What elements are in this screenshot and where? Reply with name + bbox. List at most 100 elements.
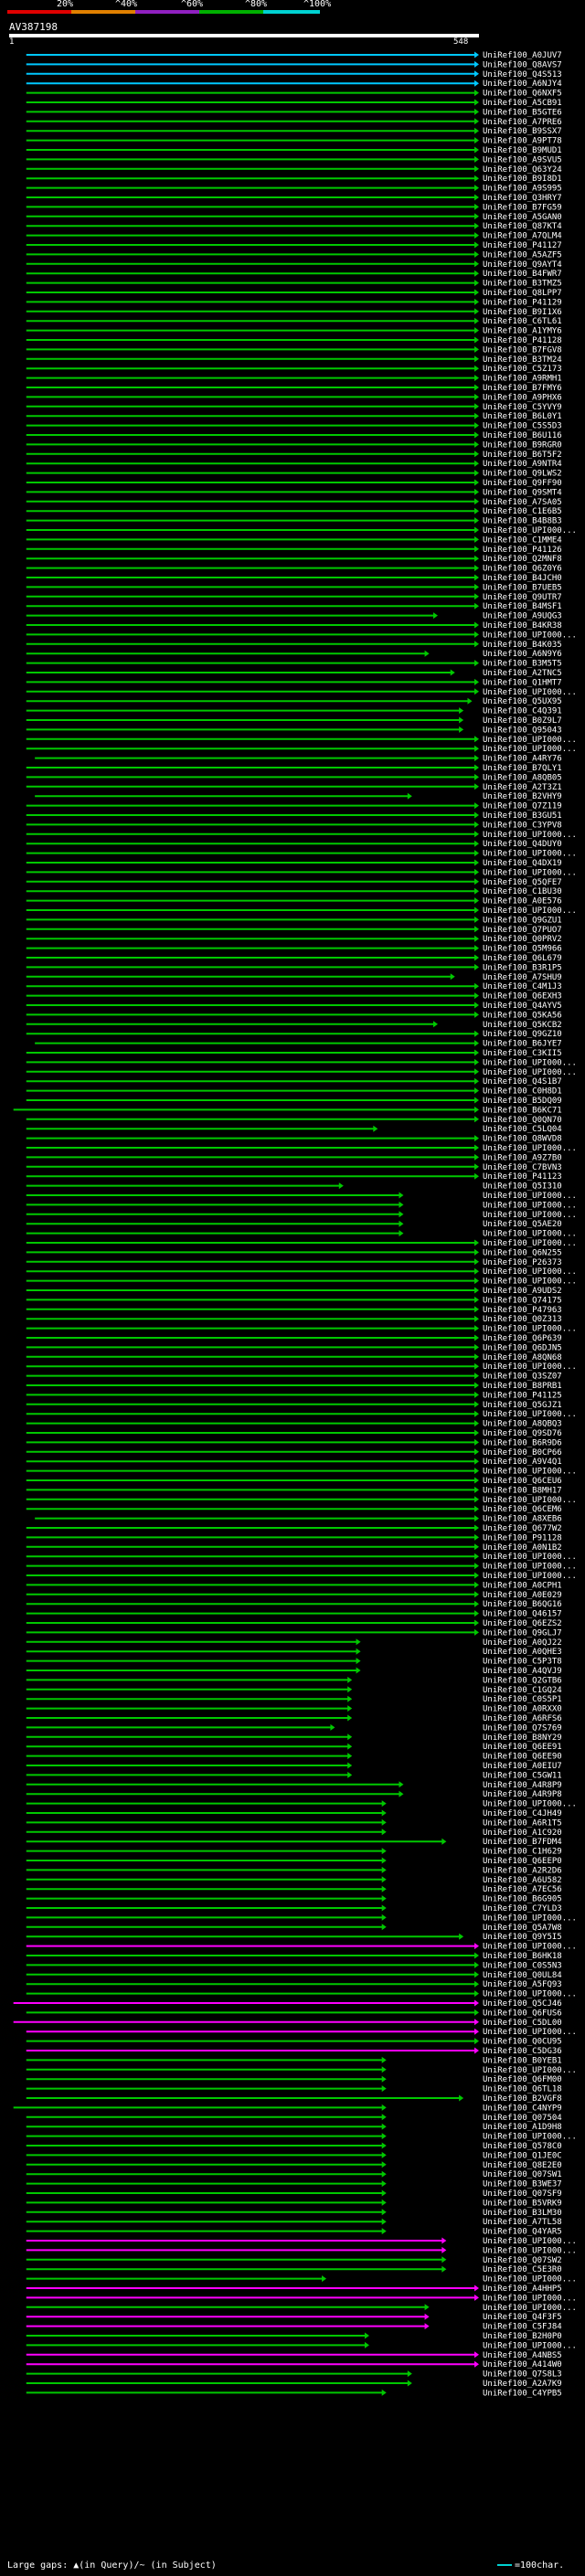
hit-label[interactable]: UniRef100_B6KC71 bbox=[483, 1106, 562, 1115]
hit-label[interactable]: UniRef100_Q9SD76 bbox=[483, 1429, 562, 1438]
hit-label[interactable]: UniRef100_A0RXX0 bbox=[483, 1705, 562, 1714]
hit-label[interactable]: UniRef100_Q07SW1 bbox=[483, 2170, 562, 2179]
hit-label[interactable]: UniRef100_B9I1X6 bbox=[483, 308, 562, 317]
hit-label[interactable]: UniRef100_Q6FM00 bbox=[483, 2075, 562, 2084]
hit-label[interactable]: UniRef100_B9I8D1 bbox=[483, 175, 562, 184]
hit-label[interactable]: UniRef100_B7UEB5 bbox=[483, 583, 562, 592]
hit-label[interactable]: UniRef100_A0QJ22 bbox=[483, 1638, 562, 1648]
hit-label[interactable]: UniRef100_B0Z9L7 bbox=[483, 716, 562, 726]
hit-label[interactable]: UniRef100_A7TL58 bbox=[483, 2218, 562, 2227]
hit-label[interactable]: UniRef100_UPI000... bbox=[483, 1201, 577, 1210]
hit-label[interactable]: UniRef100_B6QG16 bbox=[483, 1600, 562, 1609]
hit-label[interactable]: UniRef100_A9V4Q1 bbox=[483, 1458, 562, 1467]
hit-label[interactable]: UniRef100_Q5UX95 bbox=[483, 697, 562, 706]
hit-label[interactable]: UniRef100_Q7Z119 bbox=[483, 802, 562, 811]
hit-label[interactable]: UniRef100_Q74175 bbox=[483, 1296, 562, 1305]
hit-label[interactable]: UniRef100_A9NTR4 bbox=[483, 460, 562, 469]
hit-label[interactable]: UniRef100_A9UDS2 bbox=[483, 1287, 562, 1296]
hit-label[interactable]: UniRef100_B4K035 bbox=[483, 641, 562, 650]
hit-label[interactable]: UniRef100_B5DQ09 bbox=[483, 1097, 562, 1106]
hit-label[interactable]: UniRef100_UPI000... bbox=[483, 688, 577, 697]
hit-label[interactable]: UniRef100_Q6CEM6 bbox=[483, 1505, 562, 1514]
hit-label[interactable]: UniRef100_B3TM24 bbox=[483, 355, 562, 365]
hit-label[interactable]: UniRef100_P41125 bbox=[483, 1391, 562, 1400]
hit-label[interactable]: UniRef100_Q6EEP0 bbox=[483, 1857, 562, 1866]
hit-label[interactable]: UniRef100_A5GAN0 bbox=[483, 213, 562, 222]
hit-label[interactable]: UniRef100_UPI000... bbox=[483, 2294, 577, 2303]
hit-label[interactable]: UniRef100_B0CP66 bbox=[483, 1448, 562, 1458]
hit-label[interactable]: UniRef100_Q7S8L3 bbox=[483, 2370, 562, 2380]
hit-label[interactable]: UniRef100_A4RY76 bbox=[483, 755, 562, 764]
hit-label[interactable]: UniRef100_P41128 bbox=[483, 336, 562, 345]
hit-label[interactable]: UniRef100_Q677W2 bbox=[483, 1524, 562, 1533]
hit-label[interactable]: UniRef100_Q6L679 bbox=[483, 954, 562, 963]
hit-label[interactable]: UniRef100_C5Z173 bbox=[483, 365, 562, 374]
hit-label[interactable]: UniRef100_A7SHU9 bbox=[483, 973, 562, 982]
hit-label[interactable]: UniRef100_UPI000... bbox=[483, 1800, 577, 1809]
hit-label[interactable]: UniRef100_C5LQ04 bbox=[483, 1125, 562, 1134]
hit-label[interactable]: UniRef100_A0CPH1 bbox=[483, 1581, 562, 1590]
hit-label[interactable]: UniRef100_A9RMH1 bbox=[483, 375, 562, 384]
hit-label[interactable]: UniRef100_A1D9H8 bbox=[483, 2123, 562, 2132]
hit-label[interactable]: UniRef100_Q9FF90 bbox=[483, 479, 562, 488]
hit-label[interactable]: UniRef100_A6NJY4 bbox=[483, 80, 562, 89]
hit-label[interactable]: UniRef100_C0S5N3 bbox=[483, 1961, 562, 1970]
hit-label[interactable]: UniRef100_Q5GJZ1 bbox=[483, 1401, 562, 1410]
hit-label[interactable]: UniRef100_A9PT78 bbox=[483, 137, 562, 146]
hit-label[interactable]: UniRef100_Q0PRV2 bbox=[483, 935, 562, 944]
hit-label[interactable]: UniRef100_UPI000... bbox=[483, 831, 577, 840]
hit-label[interactable]: UniRef100_B4JCH0 bbox=[483, 574, 562, 583]
hit-label[interactable]: UniRef100_A2T3Z1 bbox=[483, 783, 562, 792]
hit-label[interactable]: UniRef100_B2VHY9 bbox=[483, 792, 562, 801]
hit-label[interactable]: UniRef100_C1GQ24 bbox=[483, 1686, 562, 1695]
hit-label[interactable]: UniRef100_UPI000... bbox=[483, 1468, 577, 1477]
hit-label[interactable]: UniRef100_UPI000... bbox=[483, 2246, 577, 2255]
hit-label[interactable]: UniRef100_A4HHP5 bbox=[483, 2284, 562, 2294]
hit-label[interactable]: UniRef100_B8MH17 bbox=[483, 1486, 562, 1495]
hit-label[interactable]: UniRef100_UPI000... bbox=[483, 2066, 577, 2075]
hit-label[interactable]: UniRef100_Q5M966 bbox=[483, 945, 562, 954]
hit-label[interactable]: UniRef100_P91128 bbox=[483, 1533, 562, 1542]
hit-label[interactable]: UniRef100_A9UQG3 bbox=[483, 612, 562, 621]
hit-label[interactable]: UniRef100_B7FMY6 bbox=[483, 384, 562, 393]
hit-label[interactable]: UniRef100_Q4S513 bbox=[483, 70, 562, 80]
hit-label[interactable]: UniRef100_Q6P639 bbox=[483, 1334, 562, 1343]
hit-label[interactable]: UniRef100_Q8E2E0 bbox=[483, 2161, 562, 2170]
hit-label[interactable]: UniRef100_B8NY29 bbox=[483, 1733, 562, 1743]
hit-label[interactable]: UniRef100_A9Z7B0 bbox=[483, 1153, 562, 1162]
hit-label[interactable]: UniRef100_Q6CEU6 bbox=[483, 1477, 562, 1486]
hit-label[interactable]: UniRef100_Q9GZ10 bbox=[483, 1030, 562, 1039]
hit-label[interactable]: UniRef100_UPI000... bbox=[483, 1410, 577, 1419]
hit-label[interactable]: UniRef100_UPI000... bbox=[483, 1211, 577, 1220]
hit-label[interactable]: UniRef100_Q9GZU1 bbox=[483, 916, 562, 925]
hit-label[interactable]: UniRef100_UPI000... bbox=[483, 1553, 577, 1562]
hit-label[interactable]: UniRef100_A6N9Y6 bbox=[483, 650, 562, 659]
hit-label[interactable]: UniRef100_UPI000... bbox=[483, 906, 577, 916]
hit-label[interactable]: UniRef100_Q8AVS7 bbox=[483, 60, 562, 69]
hit-label[interactable]: UniRef100_Q6EZS2 bbox=[483, 1619, 562, 1628]
hit-label[interactable]: UniRef100_Q7PUO7 bbox=[483, 926, 562, 935]
hit-label[interactable]: UniRef100_B7FGV8 bbox=[483, 345, 562, 355]
hit-label[interactable]: UniRef100_UPI000... bbox=[483, 1990, 577, 1999]
hit-label[interactable]: UniRef100_Q4YAR5 bbox=[483, 2228, 562, 2237]
hit-label[interactable]: UniRef100_Q6FUS6 bbox=[483, 2009, 562, 2018]
hit-label[interactable]: UniRef100_A5FQ93 bbox=[483, 1980, 562, 1989]
hit-label[interactable]: UniRef100_C5FJ84 bbox=[483, 2323, 562, 2332]
hit-label[interactable]: UniRef100_B6JYE7 bbox=[483, 1040, 562, 1049]
hit-label[interactable]: UniRef100_A0N1B2 bbox=[483, 1543, 562, 1553]
hit-label[interactable]: UniRef100_B2VGF8 bbox=[483, 2094, 562, 2104]
hit-label[interactable]: UniRef100_C1MME4 bbox=[483, 535, 562, 545]
hit-label[interactable]: UniRef100_Q1JE0C bbox=[483, 2151, 562, 2160]
hit-label[interactable]: UniRef100_A0QHE3 bbox=[483, 1648, 562, 1657]
hit-label[interactable]: UniRef100_UPI000... bbox=[483, 2237, 577, 2246]
hit-label[interactable]: UniRef100_Q5I310 bbox=[483, 1182, 562, 1192]
hit-label[interactable]: UniRef100_B3R1P5 bbox=[483, 963, 562, 972]
hit-label[interactable]: UniRef100_B7FG59 bbox=[483, 203, 562, 212]
hit-label[interactable]: UniRef100_B6U116 bbox=[483, 431, 562, 440]
hit-label[interactable]: UniRef100_A4R9P8 bbox=[483, 1790, 562, 1799]
hit-label[interactable]: UniRef100_P47963 bbox=[483, 1306, 562, 1315]
hit-label[interactable]: UniRef100_B9MUD1 bbox=[483, 146, 562, 155]
hit-label[interactable]: UniRef100_B3WE37 bbox=[483, 2180, 562, 2189]
hit-label[interactable]: UniRef100_Q5A7W8 bbox=[483, 1924, 562, 1933]
hit-label[interactable]: UniRef100_Q0Z313 bbox=[483, 1315, 562, 1324]
